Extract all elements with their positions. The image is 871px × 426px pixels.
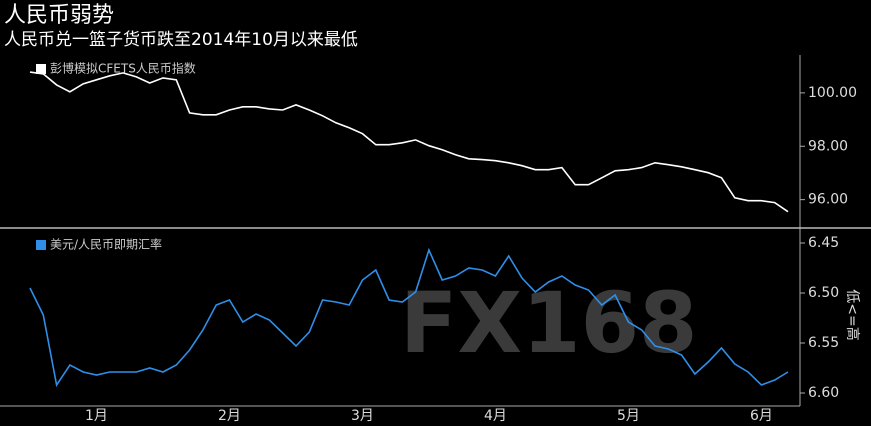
y-tick-label: 100.00	[808, 85, 857, 101]
x-tick-label: 4月	[484, 408, 507, 424]
chart-title: 人民币弱势	[4, 3, 114, 28]
watermark: FX168	[400, 274, 698, 372]
x-tick-label: 5月	[617, 408, 640, 424]
axis-annotation: 低<=高	[844, 289, 861, 340]
y-tick-label: 6.45	[808, 235, 839, 251]
x-tick-label: 2月	[218, 408, 241, 424]
y-tick-label: 6.60	[808, 385, 839, 401]
legend-label: 美元/人民币即期汇率	[50, 237, 162, 252]
chart-subtitle: 人民币兑一篮子货币跌至2014年10月以来最低	[4, 30, 358, 50]
x-tick-label: 1月	[85, 408, 108, 424]
line	[29, 247, 789, 388]
y-tick-label: 98.00	[808, 138, 848, 154]
y-tick-label: 6.55	[808, 335, 839, 351]
x-tick-label: 6月	[750, 408, 773, 424]
legend-swatch	[36, 64, 46, 74]
y-tick-label: 96.00	[808, 192, 848, 208]
y-tick-label: 6.50	[808, 285, 839, 301]
line	[29, 71, 789, 213]
legend-swatch	[36, 240, 46, 250]
x-tick-label: 3月	[351, 408, 374, 424]
legend-label: 彭博模拟CFETS人民币指数	[50, 61, 196, 76]
